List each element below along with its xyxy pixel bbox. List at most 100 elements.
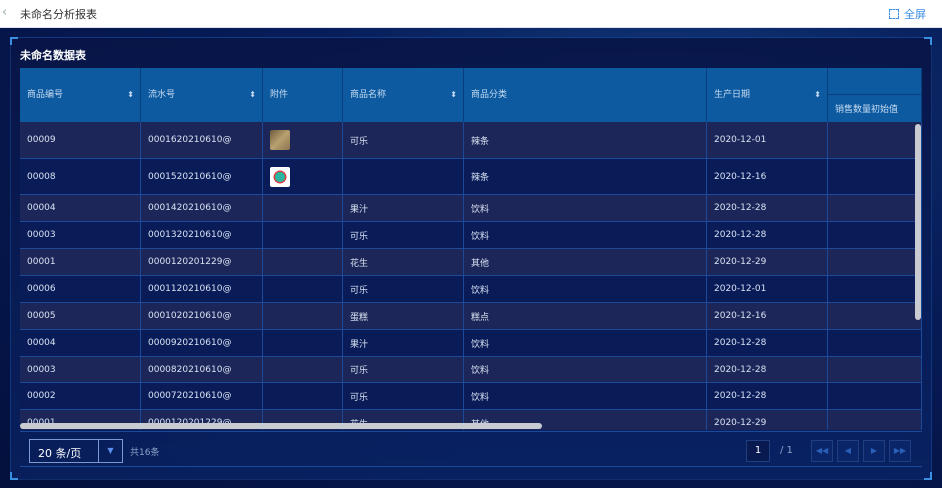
cell-attachment [263,122,343,158]
cell-sales-qty [828,159,922,194]
cell-production-date: 2020-12-01 [707,122,828,158]
cell-attachment [263,195,343,221]
cell-sales-qty [828,122,922,158]
cell-serial-number: 0001020210610@ [141,303,263,329]
cell-serial-number: 0000820210610@ [141,357,263,382]
cell-product-name: 可乐 [343,122,464,158]
data-table: 商品编号 ⬍ 流水号 ⬍ 附件 商品名称 ⬍ 商品分类 生产日期 ⬍ 销售数量初始值 00009 000… [20,68,922,430]
table-row[interactable]: 00003 0000820210610@ 可乐 饮料 2020-12-28 [20,357,922,383]
cell-category: 饮料 [464,330,707,356]
cell-sales-qty [828,249,922,275]
cell-production-date: 2020-12-29 [707,249,828,275]
cell-attachment [263,249,343,275]
fish-image-thumbnail[interactable] [270,166,290,187]
corner-decoration [10,37,18,45]
page-size-select[interactable]: 20 条/页 ▼ [29,439,123,463]
fullscreen-label: 全屏 [904,8,926,21]
table-row[interactable]: 00002 0000720210610@ 可乐 饮料 2020-12-28 [20,383,922,410]
table-row[interactable]: 00009 0001620210610@ 可乐 辣条 2020-12-01 [20,122,922,159]
cell-product-name: 花生 [343,249,464,275]
column-header-serial-number[interactable]: 流水号 ⬍ [141,68,263,122]
cell-production-date: 2020-12-28 [707,330,828,356]
cell-product-name: 可乐 [343,383,464,409]
table-row[interactable]: 00004 0001420210610@ 果汁 饮料 2020-12-28 [20,195,922,222]
cell-sales-qty [828,222,922,248]
cell-sales-qty [828,330,922,356]
cell-sales-qty [828,276,922,302]
column-label: 附件 [270,90,289,100]
cell-product-id: 00009 [20,122,141,158]
page-count: / 1 [780,445,793,456]
cell-attachment [263,303,343,329]
cell-sales-qty [828,195,922,221]
cell-production-date: 2020-12-28 [707,222,828,248]
column-label: 销售数量初始值 [835,105,899,115]
cell-serial-number: 0000720210610@ [141,383,263,409]
first-page-icon[interactable]: ◀◀ [811,440,833,462]
cell-category: 辣条 [464,159,707,194]
cell-production-date: 2020-12-28 [707,383,828,409]
cell-product-id: 00003 [20,357,141,382]
cell-product-id: 00001 [20,249,141,275]
cell-product-id: 00004 [20,195,141,221]
panel-title: 未命名数据表 [20,49,86,62]
cell-attachment [263,276,343,302]
table-row[interactable]: 00006 0001120210610@ 可乐 饮料 2020-12-01 [20,276,922,303]
cell-product-id: 00008 [20,159,141,194]
table-row[interactable]: 00004 0000920210610@ 果汁 饮料 2020-12-28 [20,330,922,357]
chevron-down-icon[interactable]: ▼ [98,440,122,462]
cell-category: 其他 [464,249,707,275]
cell-serial-number: 0001320210610@ [141,222,263,248]
cell-product-name: 可乐 [343,222,464,248]
next-page-icon[interactable]: ▶ [863,440,885,462]
cell-category: 饮料 [464,195,707,221]
cell-sales-qty [828,357,922,382]
column-label: 商品分类 [471,90,508,100]
total-count: 共16条 [130,448,160,458]
column-header-production-date[interactable]: 生产日期 ⬍ [707,68,828,122]
cell-attachment [263,159,343,194]
cell-product-id: 00004 [20,330,141,356]
horizontal-scrollbar[interactable] [20,423,542,429]
cell-attachment [263,330,343,356]
cell-attachment [263,222,343,248]
sort-icon[interactable]: ⬍ [127,90,134,99]
column-header-product-name[interactable]: 商品名称 ⬍ [343,68,464,122]
cell-product-name: 果汁 [343,195,464,221]
column-label: 流水号 [148,90,176,100]
vertical-scrollbar[interactable] [915,124,921,320]
last-page-icon[interactable]: ▶▶ [889,440,911,462]
sort-icon[interactable]: ⬍ [249,90,256,99]
column-header-product-id[interactable]: 商品编号 ⬍ [20,68,141,122]
fullscreen-button[interactable]: 全屏 [889,6,926,22]
cell-category: 饮料 [464,383,707,409]
back-chevron-icon[interactable]: ‹ [2,5,8,20]
cell-product-name: 可乐 [343,357,464,382]
pagination-bar: 20 条/页 ▼ 共16条 1 / 1 ◀◀ ◀ ▶ ▶▶ [20,431,922,467]
cell-category: 辣条 [464,122,707,158]
table-row[interactable]: 00005 0001020210610@ 蛋糕 糕点 2020-12-16 [20,303,922,330]
sort-icon[interactable]: ⬍ [450,90,457,99]
cell-product-id: 00006 [20,276,141,302]
column-label: 商品名称 [350,90,387,100]
table-row[interactable]: 00008 0001520210610@ 辣条 2020-12-16 [20,159,922,195]
corner-decoration [924,472,932,480]
column-label: 商品编号 [27,90,64,100]
current-page-input[interactable]: 1 [746,440,770,462]
photo-thumbnail[interactable] [270,130,290,150]
cell-serial-number: 0001620210610@ [141,122,263,158]
prev-page-icon[interactable]: ◀ [837,440,859,462]
cell-product-name: 果汁 [343,330,464,356]
sort-icon[interactable]: ⬍ [814,90,821,99]
fullscreen-icon [889,9,899,19]
cell-attachment [263,357,343,382]
cell-product-name: 蛋糕 [343,303,464,329]
cell-product-id: 00005 [20,303,141,329]
cell-sales-qty [828,303,922,329]
cell-serial-number: 0001420210610@ [141,195,263,221]
cell-category: 饮料 [464,276,707,302]
cell-category: 饮料 [464,357,707,382]
cell-serial-number: 0001120210610@ [141,276,263,302]
table-row[interactable]: 00003 0001320210610@ 可乐 饮料 2020-12-28 [20,222,922,249]
